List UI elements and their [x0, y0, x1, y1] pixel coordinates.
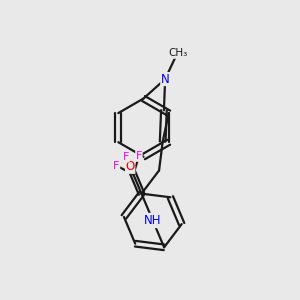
Text: F: F: [136, 151, 142, 161]
Text: F: F: [113, 161, 120, 171]
Text: O: O: [126, 160, 135, 173]
Text: F: F: [123, 152, 129, 162]
Text: N: N: [161, 73, 170, 85]
Text: NH: NH: [144, 214, 162, 227]
Text: CH₃: CH₃: [168, 48, 187, 58]
